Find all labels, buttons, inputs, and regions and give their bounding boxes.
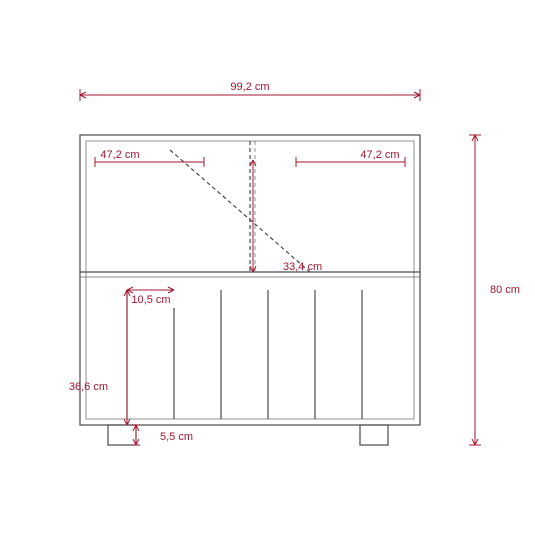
dim-top-width: 99,2 cm bbox=[230, 81, 269, 93]
dim-upper-height: 33,4 cm bbox=[283, 261, 322, 273]
dim-right-height: 80 cm bbox=[490, 284, 520, 296]
dim-upper-left: 47,2 cm bbox=[100, 149, 139, 161]
dim-lower-height: 36,6 cm bbox=[69, 381, 108, 393]
dim-upper-right: 47,2 cm bbox=[360, 149, 399, 161]
dim-slot-width: 10,5 cm bbox=[131, 294, 170, 306]
dim-foot-height: 5,5 cm bbox=[160, 431, 193, 443]
